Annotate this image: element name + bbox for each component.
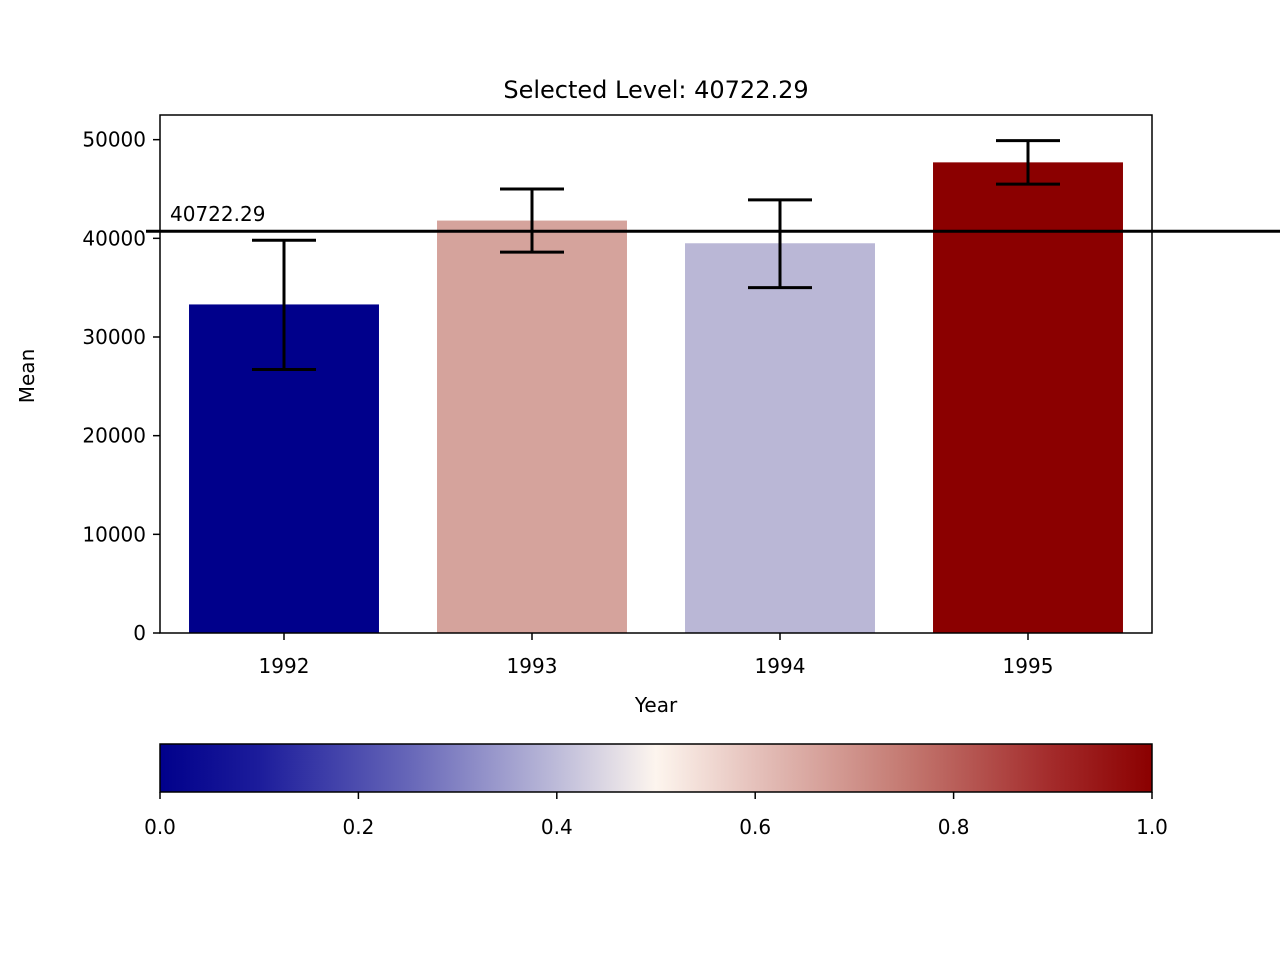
colorbar-tick-label-1.0: 1.0 — [1136, 815, 1168, 839]
x-tick-label-1993: 1993 — [507, 654, 558, 678]
plot-area-frame — [159, 114, 1153, 634]
bar-1995 — [933, 162, 1123, 634]
y-axis: 0 10000 20000 30000 40000 50000 — [82, 128, 160, 645]
y-tick-label-40000: 40000 — [82, 226, 146, 250]
y-tick-label-0: 0 — [133, 621, 146, 645]
colorbar-tick-label-0.6: 0.6 — [739, 815, 771, 839]
y-tick-label-30000: 30000 — [82, 325, 146, 349]
bar-1994 — [685, 243, 875, 633]
bar-1993 — [437, 220, 627, 633]
colorbar-tick-label-0.8: 0.8 — [938, 815, 970, 839]
colorbar-tick-label-0.2: 0.2 — [342, 815, 374, 839]
y-tick-label-10000: 10000 — [82, 522, 146, 546]
y-tick-label-20000: 20000 — [82, 424, 146, 448]
x-axis-label: Year — [634, 693, 678, 717]
x-tick-label-1994: 1994 — [755, 654, 806, 678]
reference-line-label: 40722.29 — [170, 202, 265, 226]
colorbar-tick-label-0.4: 0.4 — [541, 815, 573, 839]
error-bars-layer — [252, 139, 1060, 372]
y-tick-label-50000: 50000 — [82, 128, 146, 152]
chart-title: Selected Level: 40722.29 — [503, 76, 808, 104]
bars-layer — [189, 162, 1123, 634]
x-tick-label-1995: 1995 — [1003, 654, 1054, 678]
colorbar-tick-label-0.0: 0.0 — [144, 815, 176, 839]
colorbar-axis: 0.0 0.2 0.4 0.6 0.8 1.0 — [144, 792, 1168, 839]
x-tick-label-1992: 1992 — [259, 654, 310, 678]
colorbar — [159, 743, 1153, 793]
x-axis: 1992 1993 1994 1995 — [259, 633, 1054, 678]
y-axis-label: Mean — [15, 349, 39, 404]
